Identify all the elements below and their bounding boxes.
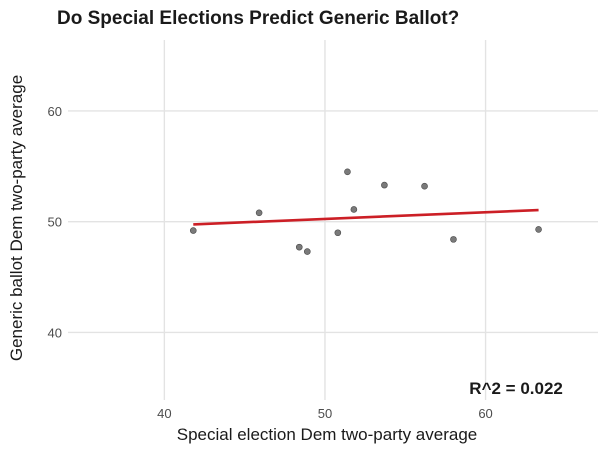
fit-line bbox=[193, 208, 539, 226]
x-axis-label: Special election Dem two-party average bbox=[177, 425, 477, 444]
grid-lines bbox=[68, 40, 598, 400]
y-tick-label: 40 bbox=[48, 325, 62, 340]
x-tick-label: 60 bbox=[478, 406, 492, 421]
data-point bbox=[535, 226, 542, 233]
data-point bbox=[421, 182, 428, 190]
data-point bbox=[295, 243, 303, 251]
data-point bbox=[450, 236, 457, 243]
x-tick-label: 50 bbox=[318, 406, 332, 421]
data-point bbox=[350, 206, 358, 213]
data-point bbox=[189, 227, 197, 234]
data-point bbox=[334, 229, 342, 237]
data-point bbox=[344, 168, 351, 176]
y-tick-label: 50 bbox=[48, 215, 62, 230]
x-tick-label: 40 bbox=[157, 406, 171, 421]
tick-labels: 40 50 60 40 50 60 bbox=[48, 104, 493, 421]
fit-line-layer bbox=[193, 208, 539, 226]
r-squared-annotation: R^2 = 0.022 bbox=[469, 379, 563, 398]
y-axis-label: Generic ballot Dem two-party average bbox=[7, 75, 26, 361]
data-point bbox=[255, 209, 263, 217]
data-point bbox=[304, 248, 311, 255]
points-layer bbox=[189, 168, 542, 255]
y-tick-label: 60 bbox=[48, 104, 62, 119]
chart-title: Do Special Elections Predict Generic Bal… bbox=[57, 8, 459, 29]
data-point bbox=[381, 181, 388, 189]
